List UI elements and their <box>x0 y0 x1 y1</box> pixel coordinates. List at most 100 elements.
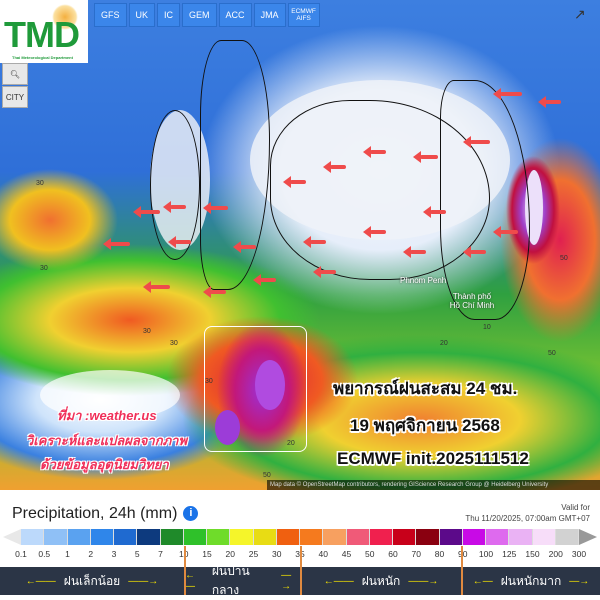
scale-color-cell <box>509 529 533 545</box>
place-label: Thành phố Hồ Chí Minh <box>449 292 495 310</box>
wind-arrow <box>303 236 326 248</box>
scale-color-cell <box>160 529 184 545</box>
wind-arrow <box>538 96 561 108</box>
low-rain-area <box>40 370 180 420</box>
scale-tick-label: 25 <box>248 549 259 559</box>
model-tab-acc[interactable]: ACC <box>218 3 252 27</box>
valid-time-value: Thu 11/20/2025, 07:00am GMT+07 <box>465 514 590 523</box>
scale-color-cell <box>137 529 161 545</box>
scale-tick-label: 1 <box>65 549 70 559</box>
category-label: ฝนเล็กน้อย <box>63 573 121 588</box>
scale-color-cell <box>369 529 393 545</box>
valid-time: Valid for Thu 11/20/2025, 07:00am GMT+07 <box>465 502 590 524</box>
scale-tick-label: 80 <box>434 549 445 559</box>
scale-color-cell <box>323 529 347 545</box>
scale-color-cell <box>439 529 463 545</box>
scale-cap-right <box>579 529 597 545</box>
tmd-logo: TMD Thai Meteorological Department <box>0 0 88 63</box>
category-divider <box>461 546 463 595</box>
scale-tick-label: 90 <box>458 549 468 559</box>
city-toggle-button[interactable]: CITY <box>2 86 28 108</box>
scale-tick-label: 125 <box>502 549 517 559</box>
valid-label: Valid for <box>561 503 590 512</box>
wind-arrow <box>133 206 160 218</box>
scale-tick-label: 2 <box>88 549 94 559</box>
category-divider <box>184 546 186 595</box>
wind-arrow <box>423 206 446 218</box>
category-moderate: ←— ฝนปานกลาง —→ <box>185 564 300 597</box>
analysis-text: ด้วยข้อมูลอุตุนิยมวิทยา <box>40 457 169 472</box>
scale-color-cell <box>393 529 417 545</box>
wind-arrow <box>203 286 226 298</box>
contour-label: 30 <box>205 378 213 385</box>
source-text: ที่มา :weather.us <box>57 408 157 423</box>
model-tab-jma[interactable]: JMA <box>253 3 286 27</box>
scale-tick-label: 0.5 <box>38 549 51 559</box>
scale-color-cell <box>532 529 556 545</box>
scale-tick-label: 5 <box>134 549 140 559</box>
category-very-heavy: ←— ฝนหนักมาก —→ <box>462 567 600 595</box>
model-tab-ecmwf-aifs[interactable]: ECMWF AIFS <box>287 3 320 27</box>
model-tab-uk[interactable]: UK <box>128 3 156 27</box>
legend-title: Precipitation, 24h (mm) <box>12 505 178 522</box>
scale-color-cell <box>67 529 91 545</box>
contour-label: 50 <box>263 472 271 479</box>
wind-arrow <box>463 246 486 258</box>
coastline <box>150 110 200 260</box>
sun-icon <box>52 4 78 30</box>
scale-tick-label: 60 <box>388 549 398 559</box>
scale-color-cell <box>44 529 68 545</box>
place-label: Phnom Penh <box>400 276 447 285</box>
highlight-box <box>204 326 307 452</box>
scale-tick-label: 150 <box>525 549 540 559</box>
model-tab-gfs[interactable]: GFS <box>94 3 127 27</box>
scale-tick-label: 0.1 <box>15 549 27 559</box>
wind-arrow <box>463 136 490 148</box>
scale-color-cell <box>486 529 510 545</box>
contour-label: 50 <box>560 255 568 262</box>
scale-tick-label: 20 <box>225 549 235 559</box>
wind-arrow <box>493 226 518 238</box>
share-button[interactable]: ↗ <box>574 6 590 22</box>
model-init: ECMWF init.2025111512 <box>337 449 529 468</box>
scale-color-cell <box>183 529 207 545</box>
wind-arrow <box>493 88 522 100</box>
model-tab-gem[interactable]: GEM <box>182 3 217 27</box>
category-heavy: ←—— ฝนหนัก ——→ <box>301 567 461 595</box>
scale-color-cell <box>300 529 324 545</box>
contour-label: 30 <box>143 328 151 335</box>
wind-arrow <box>203 202 228 214</box>
category-label: ฝนปานกลาง <box>211 564 250 597</box>
scale-tick-label: 10 <box>179 549 188 559</box>
scale-color-cell <box>555 529 579 545</box>
coastline <box>440 80 530 320</box>
forecast-date: 19 พฤศจิกายน 2568 <box>350 416 500 435</box>
wind-arrow <box>413 151 438 163</box>
model-tab-ic[interactable]: IC <box>157 3 181 27</box>
city-label: CITY <box>5 92 25 102</box>
contour-label: 10 <box>483 324 491 331</box>
wind-arrow <box>403 246 426 258</box>
wind-arrow <box>363 146 386 158</box>
wind-arrow <box>253 274 276 286</box>
contour-label: 50 <box>548 350 556 357</box>
scale-color-cell <box>462 529 486 545</box>
scale-tick-label: 70 <box>411 549 421 559</box>
category-light: ←—— ฝนเล็กน้อย ——→ <box>0 567 184 595</box>
zoom-out-button[interactable]: 🔍︎ <box>2 63 28 85</box>
scale-color-cell <box>21 529 45 545</box>
heavy-rain-core <box>215 410 240 445</box>
scale-tick-label: 100 <box>478 549 494 559</box>
share-icon: ↗ <box>574 6 586 22</box>
scale-color-cell <box>416 529 440 545</box>
wind-arrow <box>168 236 191 248</box>
logo-subtitle: Thai Meteorological Department <box>12 55 73 60</box>
scale-ticks: 0.10.51235710152025303540455060708090100… <box>15 549 586 561</box>
precipitation-legend: Precipitation, 24h (mm) i Valid for Thu 11… <box>0 490 600 597</box>
wind-arrow <box>363 226 386 238</box>
map-attribution: Map data © OpenStreetMap contributors, r… <box>267 480 600 490</box>
scale-tick-label: 3 <box>111 549 117 559</box>
precipitation-map[interactable]: Phnom Penh Thành phố Hồ Chí Minh 30 30 3… <box>0 0 600 490</box>
info-icon[interactable]: i <box>183 505 199 521</box>
analysis-text: วิเคราะห์และแปลผลจากภาพ <box>26 433 188 448</box>
